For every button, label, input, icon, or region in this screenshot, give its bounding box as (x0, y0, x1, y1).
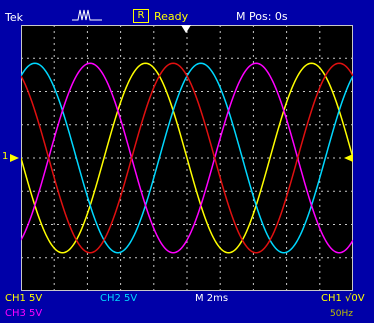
ch2-scale: CH2 5V (100, 293, 138, 304)
run-mode-badge: R (133, 9, 149, 23)
waveform-plot (21, 25, 353, 291)
channel-readouts: CH1 5V CH2 5V M 2ms CH1 √0V CH3 5V 50Hz (0, 293, 374, 323)
ch1-ground-arrow-icon (10, 154, 19, 162)
trigger-level-arrow-icon (344, 154, 353, 162)
ch1-ground-marker: 1 (2, 151, 9, 162)
waveform-display (21, 25, 353, 291)
trigger-position-icon (72, 9, 102, 21)
trigger-frequency: 50Hz (330, 309, 353, 319)
waveform-trace-trace-3 (21, 62, 353, 254)
brand-label: Tek (5, 11, 23, 24)
acquisition-status: Ready (154, 10, 189, 23)
ch3-scale: CH3 5V (5, 308, 43, 319)
status-bar: Tek R Ready M Pos: 0s (0, 0, 374, 25)
timebase-readout: M 2ms (195, 293, 229, 304)
trigger-time-marker-icon (181, 25, 191, 33)
ch1-scale: CH1 5V (5, 293, 43, 304)
trigger-source-readout: CH1 √0V (321, 293, 365, 304)
horizontal-position: M Pos: 0s (236, 10, 288, 23)
